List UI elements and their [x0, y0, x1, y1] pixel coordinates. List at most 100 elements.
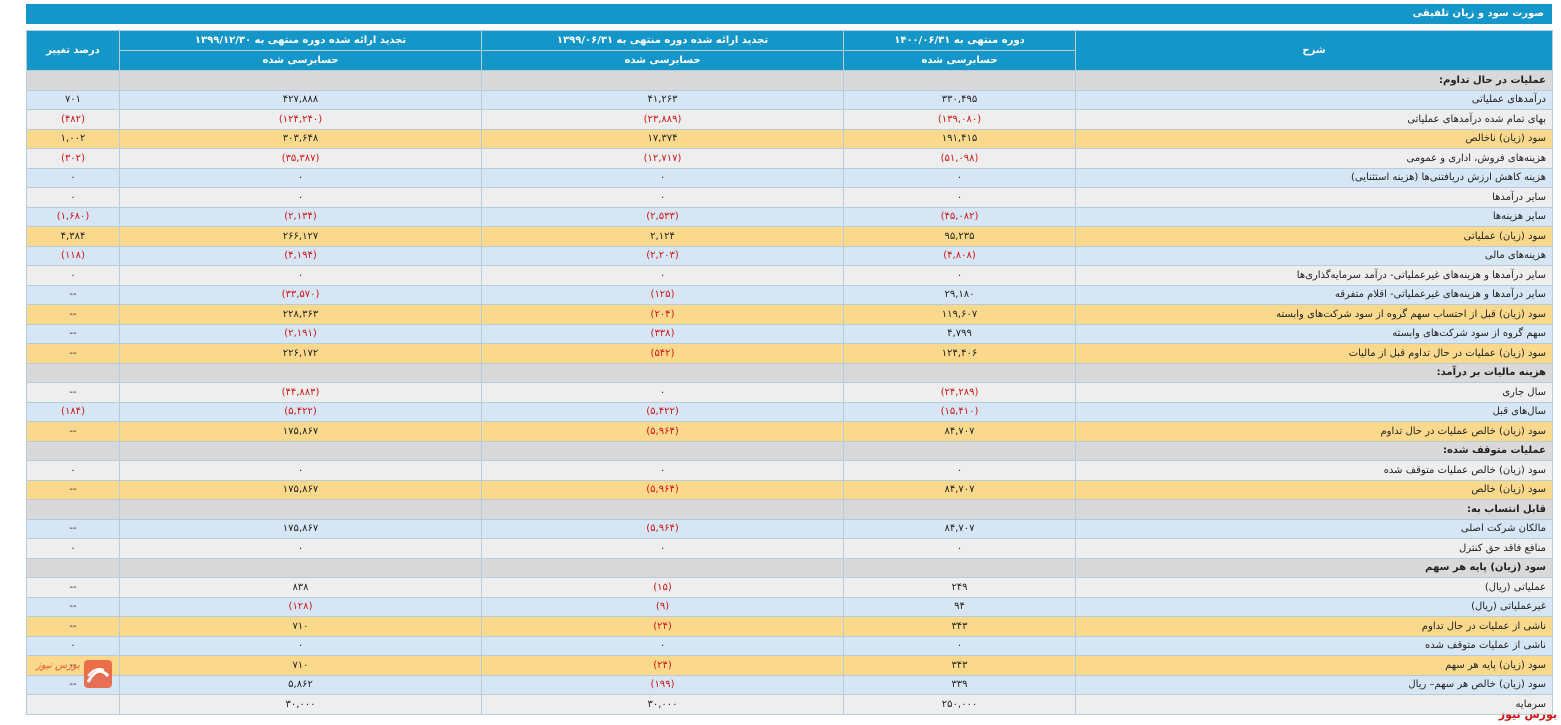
value-cell: ۸۴,۷۰۷: [843, 421, 1076, 442]
value-cell: ۰: [26, 167, 120, 188]
row-label: عملیات متوقف شده:: [1075, 440, 1553, 461]
value-cell: ۰: [26, 538, 120, 559]
value-cell: [481, 362, 844, 383]
value-cell: ۰: [843, 187, 1076, 208]
value-cell: --: [26, 323, 120, 344]
table-row: ناشی از عملیات در حال تداوم ۳۴۳ (۲۴) ۷۱۰ --: [26, 616, 1553, 637]
value-cell: (۹): [481, 596, 844, 617]
row-label: بهای تمام شده درآمدهای عملیاتی: [1075, 109, 1553, 130]
row-label: سهم گروه از سود شرکت‌های وابسته: [1075, 323, 1553, 344]
value-cell: (۲۴,۲۸۹): [843, 382, 1076, 403]
value-cell: ۰: [481, 167, 844, 188]
value-cell: ۰: [843, 460, 1076, 481]
value-cell: ۱۷۵,۸۶۷: [119, 421, 482, 442]
value-cell: ۹۵,۲۳۵: [843, 226, 1076, 247]
value-cell: --: [26, 518, 120, 539]
value-cell: ۲,۱۲۴: [481, 226, 844, 247]
value-cell: --: [26, 479, 120, 500]
value-cell: ۰: [119, 167, 482, 188]
row-label: هزینه کاهش ارزش دریافتنی‌ها (هزینه استثن…: [1075, 167, 1553, 188]
value-cell: ۳۴۳: [843, 616, 1076, 637]
value-cell: (۵,۹۶۴): [481, 518, 844, 539]
value-cell: (۱۲۴,۲۴۰): [119, 109, 482, 130]
value-cell: ۰: [26, 187, 120, 208]
value-cell: ۰: [843, 635, 1076, 656]
table-row: سود (زیان) خالص ۸۴,۷۰۷ (۵,۹۶۴) ۱۷۵,۸۶۷ --: [26, 479, 1553, 500]
value-cell: [843, 362, 1076, 383]
value-cell: (۲۰۴): [481, 304, 844, 325]
value-cell: ۰: [119, 265, 482, 286]
table-row: هزینه کاهش ارزش دریافتنی‌ها (هزینه استثن…: [26, 167, 1553, 188]
value-cell: [843, 70, 1076, 91]
value-cell: ۰: [481, 265, 844, 286]
value-cell: ۳۴۳: [843, 655, 1076, 676]
value-cell: ۰: [26, 265, 120, 286]
value-cell: (۱۹۹): [481, 674, 844, 695]
value-cell: ۷۰۱: [26, 89, 120, 110]
value-cell: ۷۱۰: [119, 655, 482, 676]
value-cell: (۳۵,۳۸۷): [119, 148, 482, 169]
value-cell: [481, 70, 844, 91]
value-cell: (۲۴): [481, 655, 844, 676]
row-label: سود (زیان) پایه هر سهم: [1075, 655, 1553, 676]
row-label: سود (زیان) خالص: [1075, 479, 1553, 500]
report-title: صورت سود و زیان تلفیقی: [26, 4, 1552, 24]
subheader-audited: حسابرسی شده: [119, 50, 482, 71]
table-row: بهای تمام شده درآمدهای عملیاتی (۱۳۹,۰۸۰)(…: [26, 109, 1553, 130]
value-cell: [119, 70, 482, 91]
row-label: سود (زیان) عملیات در حال تداوم قبل از ما…: [1075, 343, 1553, 364]
table-row: درآمدهای عملیاتی ۳۳۰,۴۹۵ ۴۱,۲۶۳ ۴۲۷,۸۸۸ ۷۰۱: [26, 89, 1553, 110]
value-cell: (۱۲,۷۱۷): [481, 148, 844, 169]
table-row: سود (زیان) عملیاتی ۹۵,۲۳۵ ۲,۱۲۴ ۲۶۶,۱۲۷ ۴,۳۸…: [26, 226, 1553, 247]
row-label: سود (زیان) قبل از احتساب سهم گروه از سود…: [1075, 304, 1553, 325]
table-row: هزینه‌های مالی (۴,۸۰۸) (۲,۲۰۳) (۴,۱۹۴) (۱۱۸): [26, 245, 1553, 266]
value-cell: [843, 440, 1076, 461]
value-cell: ۲۴۹: [843, 577, 1076, 598]
section-row: سود (زیان) پایه هر سهم: [26, 557, 1553, 578]
value-cell: [481, 440, 844, 461]
value-cell: (۱۵): [481, 577, 844, 598]
value-cell: ۱۲۴,۴۰۶: [843, 343, 1076, 364]
value-cell: (۱۵,۴۱۰): [843, 401, 1076, 422]
table-row: سود (زیان) پایه هر سهم ۳۴۳ (۲۴) ۷۱۰ --: [26, 655, 1553, 676]
row-label: سود (زیان) خالص عملیات در حال تداوم: [1075, 421, 1553, 442]
row-label: عملیاتی (ریال): [1075, 577, 1553, 598]
value-cell: [26, 70, 120, 91]
row-label: سایر درآمدها و هزینه‌های غیرعملیاتی- اقل…: [1075, 284, 1553, 305]
value-cell: --: [26, 596, 120, 617]
value-cell: ۵,۸۶۲: [119, 674, 482, 695]
value-cell: ۹۴: [843, 596, 1076, 617]
row-label: سود (زیان) پایه هر سهم: [1075, 557, 1553, 578]
value-cell: --: [26, 304, 120, 325]
table-row: هزینه‌های فروش، اداری و عمومی (۵۱,۰۹۸) (۱۲…: [26, 148, 1553, 169]
value-cell: ۳۰,۰۰۰: [481, 694, 844, 715]
subheader-row: حسابرسی شده حسابرسی شده حسابرسی شده: [27, 50, 1553, 71]
value-cell: ۰: [481, 635, 844, 656]
row-label: درآمدهای عملیاتی: [1075, 89, 1553, 110]
table-row: سود (زیان) خالص عملیات در حال تداوم ۸۴,۷۰…: [26, 421, 1553, 442]
value-cell: ۰: [481, 187, 844, 208]
table-row: سود (زیان) خالص هر سهم– ریال ۳۳۹ (۱۹۹) ۵,۸۶…: [26, 674, 1553, 695]
value-cell: ۰: [481, 382, 844, 403]
value-cell: (۳۳۸): [481, 323, 844, 344]
value-cell: (۲,۲۰۳): [481, 245, 844, 266]
value-cell: --: [26, 284, 120, 305]
section-row: هزینه مالیات بر درآمد:: [26, 362, 1553, 383]
col-header-period-1400: دوره منتهی به ۱۴۰۰/۰۶/۳۱: [843, 30, 1076, 51]
value-cell: [119, 499, 482, 520]
table-row: ناشی از عملیات متوقف شده ۰ ۰ ۰ ۰: [26, 635, 1553, 656]
value-cell: [26, 557, 120, 578]
row-label: منافع فاقد حق کنترل: [1075, 538, 1553, 559]
header-row: شرح دوره منتهی به ۱۴۰۰/۰۶/۳۱ تجدید ارائه…: [26, 30, 1553, 71]
value-cell: --: [26, 674, 120, 695]
table-row: سال جاری (۲۴,۲۸۹) ۰ (۴۴,۸۸۳) --: [26, 382, 1553, 403]
table-row: سود (زیان) قبل از احتساب سهم گروه از سود…: [26, 304, 1553, 325]
row-label: غیرعملیاتی (ریال): [1075, 596, 1553, 617]
income-statement-table: شرح دوره منتهی به ۱۴۰۰/۰۶/۳۱ تجدید ارائه…: [26, 30, 1553, 715]
brand-logo: بورس نیوز: [1498, 708, 1557, 721]
value-cell: ۱۹۱,۴۱۵: [843, 128, 1076, 149]
value-cell: (۲۴): [481, 616, 844, 637]
row-label: هزینه‌های فروش، اداری و عمومی: [1075, 148, 1553, 169]
value-cell: (۳۰۲): [26, 148, 120, 169]
value-cell: (۲,۱۹۱): [119, 323, 482, 344]
